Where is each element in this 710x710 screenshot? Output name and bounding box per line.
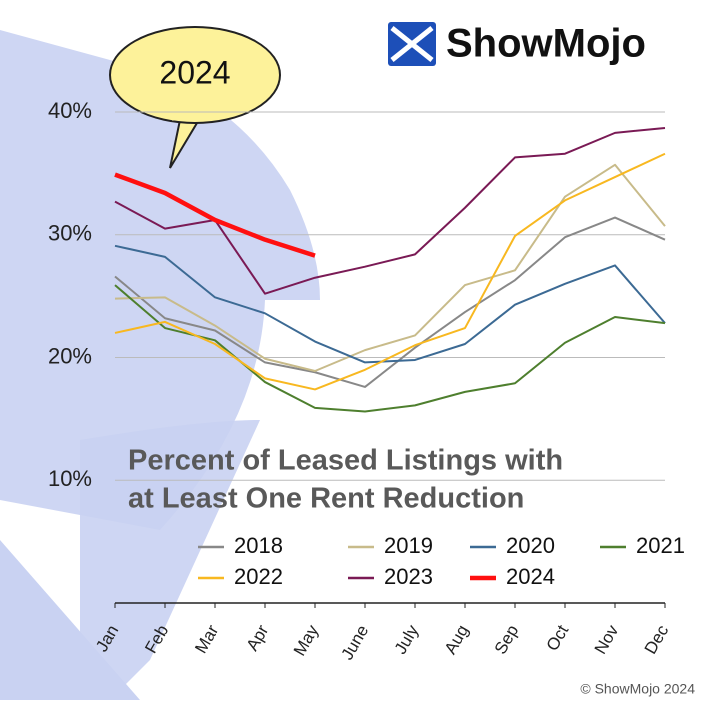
logo-icon [388,22,436,66]
series-line [114,216,666,388]
series-line [114,126,666,295]
series-line [114,284,666,413]
x-tick-label: Sep [491,622,523,658]
chart-title: at Least One Rent Reduction [128,483,524,515]
series-line [114,172,316,258]
series-line [114,244,666,364]
legend-label: 2023 [384,564,433,589]
x-tick-label: Dec [641,621,673,657]
y-tick-label: 10% [48,466,92,491]
x-tick-label: Mar [191,621,222,656]
legend-label: 2022 [234,564,283,589]
legend-label: 2021 [636,533,685,558]
y-tick-label: 30% [48,221,92,246]
x-tick-label: Nov [591,621,623,657]
background-shapes [0,30,320,700]
annotation: 2024 [159,54,230,90]
y-tick-label: 40% [48,98,92,123]
callout [109,26,281,169]
series-line [114,163,666,373]
x-tick-label: Apr [243,621,273,654]
legend-label: 2024 [506,564,555,589]
x-tick-label: Oct [543,622,573,655]
chart-title: Percent of Leased Listings with [128,445,563,477]
x-tick-label: May [290,621,323,659]
legend-label: 2018 [234,533,283,558]
legend-label: 2020 [506,533,555,558]
logo-text: ShowMojo [446,22,646,66]
credit: © ShowMojo 2024 [580,681,695,697]
x-tick-label: July [391,621,423,657]
legend-label: 2019 [384,533,433,558]
x-tick-label: Aug [441,622,473,658]
x-tick-label: June [337,622,372,663]
y-tick-label: 20% [48,343,92,368]
series-line [114,152,666,391]
